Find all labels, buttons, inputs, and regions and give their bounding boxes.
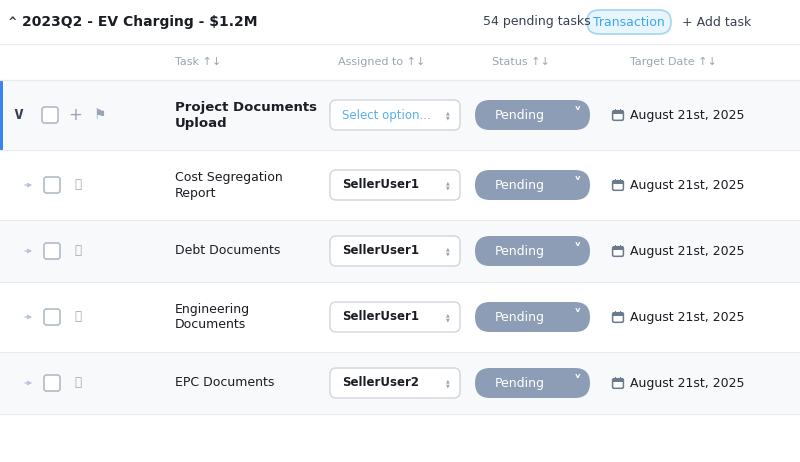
- Text: 🗑: 🗑: [74, 178, 82, 192]
- Text: August 21st, 2025: August 21st, 2025: [630, 109, 745, 122]
- Text: August 21st, 2025: August 21st, 2025: [630, 310, 745, 323]
- FancyBboxPatch shape: [587, 10, 671, 34]
- FancyBboxPatch shape: [44, 243, 60, 259]
- Text: ^: ^: [8, 16, 16, 29]
- Text: ⚑: ⚑: [94, 108, 106, 122]
- FancyBboxPatch shape: [44, 177, 60, 193]
- FancyBboxPatch shape: [475, 170, 590, 200]
- Text: Target Date ↑↓: Target Date ↑↓: [630, 57, 717, 67]
- Bar: [620, 109, 622, 112]
- FancyBboxPatch shape: [475, 236, 590, 266]
- Text: Pending: Pending: [495, 310, 545, 323]
- Text: SellerUser1: SellerUser1: [342, 178, 419, 192]
- Text: 2023Q2 - EV Charging - $1.2M: 2023Q2 - EV Charging - $1.2M: [22, 15, 258, 29]
- FancyBboxPatch shape: [330, 302, 460, 332]
- Text: +: +: [68, 106, 82, 124]
- Text: 🗑: 🗑: [74, 377, 82, 389]
- Bar: [0, 220, 800, 282]
- Text: Documents: Documents: [175, 318, 246, 332]
- Text: ▲: ▲: [446, 180, 450, 185]
- FancyBboxPatch shape: [475, 302, 590, 332]
- Text: Assigned to ↑↓: Assigned to ↑↓: [338, 57, 426, 67]
- Text: ˅: ˅: [573, 243, 581, 258]
- Text: ▼: ▼: [446, 317, 450, 322]
- Text: ▲: ▲: [446, 246, 450, 251]
- Text: ▲: ▲: [446, 110, 450, 115]
- FancyBboxPatch shape: [42, 107, 58, 123]
- Text: 🗑: 🗑: [74, 244, 82, 257]
- Text: Task ↑↓: Task ↑↓: [175, 57, 222, 67]
- Text: ˅: ˅: [573, 107, 581, 122]
- FancyBboxPatch shape: [44, 375, 60, 391]
- Text: Pending: Pending: [495, 109, 545, 122]
- Text: Pending: Pending: [495, 178, 545, 192]
- FancyBboxPatch shape: [613, 379, 623, 388]
- FancyBboxPatch shape: [330, 170, 460, 200]
- Bar: [0, 282, 800, 352]
- Text: ▲: ▲: [446, 378, 450, 383]
- Bar: [0, 80, 800, 150]
- Text: ˅: ˅: [573, 375, 581, 390]
- Text: Debt Documents: Debt Documents: [175, 244, 280, 257]
- Bar: [613, 313, 623, 316]
- Text: EPC Documents: EPC Documents: [175, 377, 274, 389]
- FancyBboxPatch shape: [475, 100, 590, 130]
- FancyBboxPatch shape: [330, 368, 460, 398]
- Text: SellerUser2: SellerUser2: [342, 377, 419, 389]
- Bar: [614, 245, 616, 248]
- Text: August 21st, 2025: August 21st, 2025: [630, 178, 745, 192]
- Bar: [0, 80, 3, 150]
- Bar: [614, 311, 616, 314]
- Bar: [0, 150, 800, 220]
- Text: ˅: ˅: [573, 177, 581, 192]
- Text: Pending: Pending: [495, 244, 545, 257]
- Bar: [620, 179, 622, 182]
- Bar: [613, 247, 623, 249]
- Bar: [614, 377, 616, 380]
- FancyBboxPatch shape: [613, 247, 623, 256]
- Text: 🗑: 🗑: [74, 310, 82, 323]
- Text: SellerUser1: SellerUser1: [342, 244, 419, 257]
- Text: ▲: ▲: [446, 312, 450, 317]
- FancyBboxPatch shape: [613, 313, 623, 322]
- Bar: [613, 181, 623, 184]
- Text: Status ↑↓: Status ↑↓: [492, 57, 550, 67]
- Bar: [620, 245, 622, 248]
- FancyBboxPatch shape: [330, 236, 460, 266]
- Text: ▼: ▼: [446, 185, 450, 190]
- Text: + Add task: + Add task: [682, 16, 751, 29]
- FancyBboxPatch shape: [613, 111, 623, 120]
- Bar: [0, 352, 800, 414]
- Bar: [620, 311, 622, 314]
- Text: Engineering: Engineering: [175, 303, 250, 316]
- Text: Report: Report: [175, 187, 217, 200]
- Bar: [614, 109, 616, 112]
- Text: Transaction: Transaction: [593, 16, 665, 29]
- Text: Select option...: Select option...: [342, 109, 430, 122]
- Bar: [613, 379, 623, 382]
- Text: SellerUser1: SellerUser1: [342, 310, 419, 323]
- FancyBboxPatch shape: [330, 100, 460, 130]
- Text: ▼: ▼: [446, 115, 450, 120]
- Text: August 21st, 2025: August 21st, 2025: [630, 244, 745, 257]
- FancyBboxPatch shape: [44, 309, 60, 325]
- Text: Pending: Pending: [495, 377, 545, 389]
- Text: ▼: ▼: [446, 383, 450, 388]
- Bar: [0, 44, 800, 80]
- Bar: [614, 179, 616, 182]
- FancyBboxPatch shape: [613, 181, 623, 190]
- Text: 54 pending tasks: 54 pending tasks: [483, 16, 590, 29]
- Text: ▼: ▼: [446, 251, 450, 256]
- Text: August 21st, 2025: August 21st, 2025: [630, 377, 745, 389]
- Text: Project Documents: Project Documents: [175, 101, 317, 114]
- Bar: [620, 377, 622, 380]
- FancyBboxPatch shape: [475, 368, 590, 398]
- Text: v: v: [13, 105, 23, 123]
- Text: Cost Segregation: Cost Segregation: [175, 170, 282, 183]
- Bar: [613, 111, 623, 114]
- Text: ˅: ˅: [573, 309, 581, 324]
- Bar: [0, 0, 800, 44]
- Text: Upload: Upload: [175, 116, 228, 129]
